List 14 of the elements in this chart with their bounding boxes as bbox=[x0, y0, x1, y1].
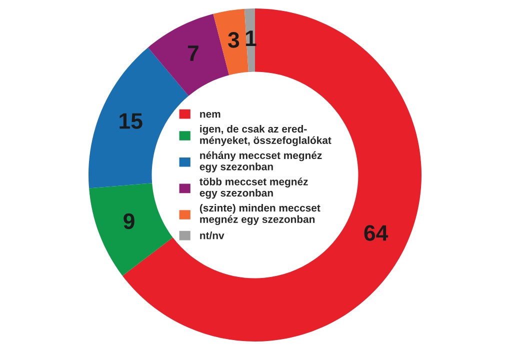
data-label: 7 bbox=[188, 46, 198, 61]
legend-label: több meccset megnéz egy szezonban bbox=[200, 178, 308, 199]
legend-label: nem bbox=[200, 112, 220, 118]
data-label: 64 bbox=[364, 225, 388, 241]
donut-slice bbox=[89, 183, 173, 276]
donut-slice bbox=[148, 14, 230, 96]
legend-label: nt/nv bbox=[200, 232, 224, 240]
legend-label: igen, de csak az ered- ményeket, összefoglalókat bbox=[200, 124, 332, 146]
data-label: 9 bbox=[124, 213, 134, 230]
legend-label: néhány meccset megnéz egy szezonban bbox=[200, 151, 322, 172]
legend-label: (szinte) minden meccset megnéz egy szezonban bbox=[200, 204, 320, 226]
data-label: 3 bbox=[228, 32, 240, 48]
data-label: 15 bbox=[120, 113, 142, 129]
donut-slice bbox=[88, 47, 189, 188]
